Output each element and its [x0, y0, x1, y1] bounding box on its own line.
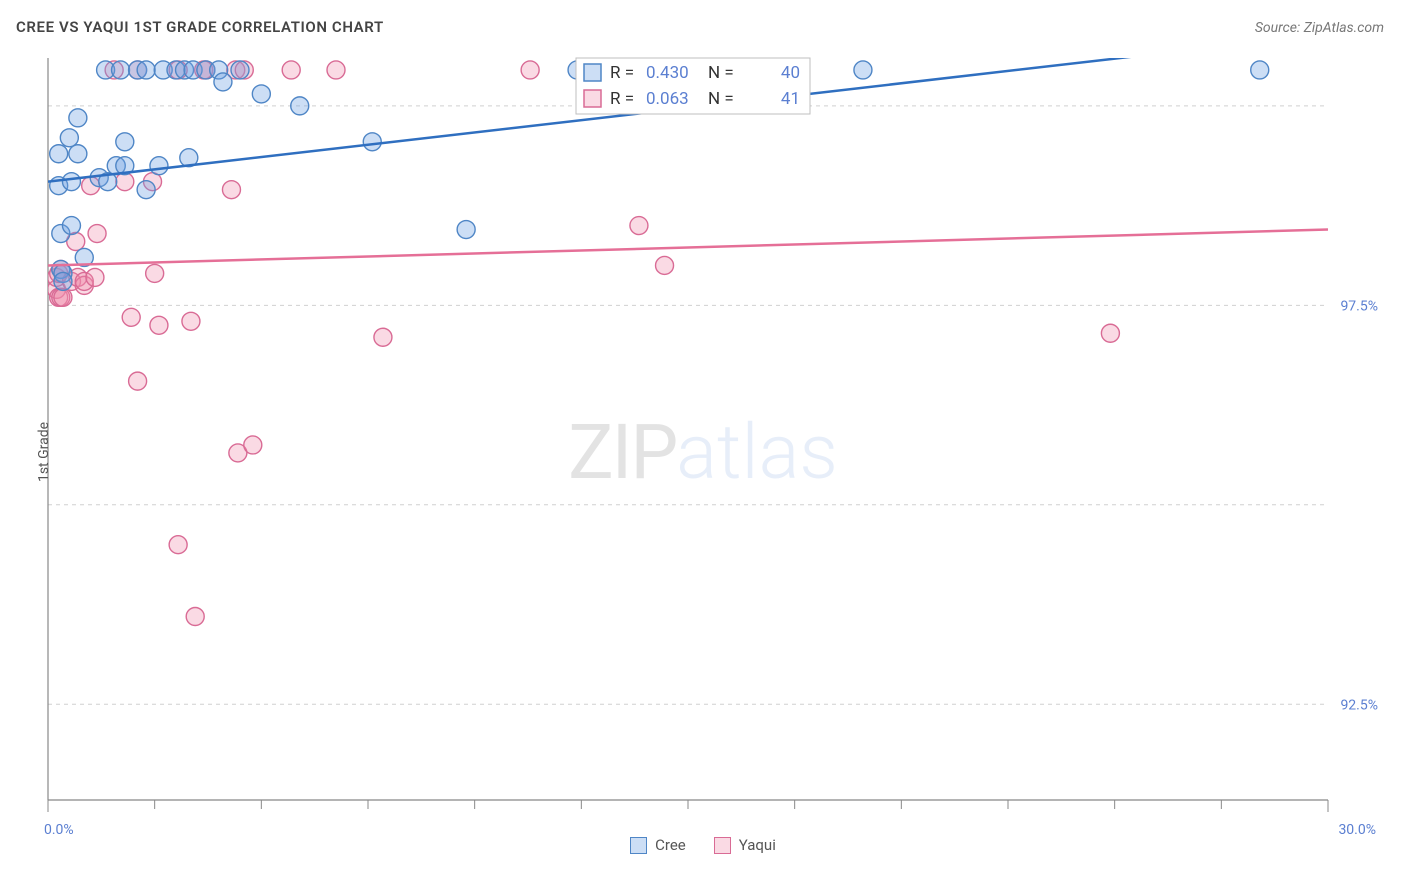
legend: Cree Yaqui [16, 836, 1390, 854]
svg-text:97.5%: 97.5% [1340, 298, 1378, 314]
legend-label: Cree [655, 836, 686, 854]
data-point [186, 607, 204, 625]
svg-text:0.430: 0.430 [646, 63, 689, 83]
data-point [69, 109, 87, 127]
svg-text:40: 40 [781, 63, 800, 83]
svg-text:92.5%: 92.5% [1340, 697, 1378, 713]
stats-swatch-cree [584, 64, 601, 81]
svg-text:41: 41 [781, 89, 800, 109]
data-point [182, 312, 200, 330]
data-point [854, 61, 872, 79]
data-point [112, 61, 130, 79]
data-point [521, 61, 539, 79]
svg-text:R =: R = [610, 89, 634, 109]
data-point [146, 264, 164, 282]
y-axis-label: 1st Grade [36, 422, 52, 482]
data-point [169, 536, 187, 554]
data-point [69, 145, 87, 163]
data-point [231, 61, 249, 79]
data-point [244, 436, 262, 454]
svg-text:0.063: 0.063 [646, 89, 689, 109]
data-point [150, 157, 168, 175]
data-point [374, 328, 392, 346]
legend-swatch [714, 837, 731, 854]
stats-swatch-yaqui [584, 90, 601, 107]
data-point [137, 61, 155, 79]
data-point [116, 133, 134, 151]
data-point [150, 316, 168, 334]
data-point [88, 225, 106, 243]
data-point [1251, 61, 1269, 79]
data-point [457, 221, 475, 239]
data-point [50, 145, 68, 163]
svg-text:N =: N = [708, 89, 734, 109]
data-point [252, 85, 270, 103]
data-point [222, 181, 240, 199]
legend-item-cree: Cree [630, 836, 686, 854]
correlation-scatter-chart: 92.5%97.5%0.0%30.0%R =0.430N =40R =0.063… [16, 48, 1390, 856]
data-point [60, 129, 78, 147]
data-point [282, 61, 300, 79]
chart-source: Source: ZipAtlas.com [1255, 20, 1384, 36]
svg-text:R =: R = [610, 63, 634, 83]
data-point [62, 217, 80, 235]
legend-swatch [630, 837, 647, 854]
data-point [137, 181, 155, 199]
chart-title: CREE VS YAQUI 1ST GRADE CORRELATION CHAR… [16, 18, 384, 36]
data-point [327, 61, 345, 79]
chart-header: CREE VS YAQUI 1ST GRADE CORRELATION CHAR… [0, 0, 1406, 48]
data-point [129, 372, 147, 390]
data-point [1101, 324, 1119, 342]
data-point [291, 97, 309, 115]
data-point [62, 173, 80, 191]
data-point [122, 308, 140, 326]
trendline-yaqui [48, 230, 1328, 266]
data-point [630, 217, 648, 235]
svg-text:N =: N = [708, 63, 734, 83]
series-yaqui [48, 61, 1120, 626]
legend-item-yaqui: Yaqui [714, 836, 776, 854]
chart-container: 1st Grade 92.5%97.5%0.0%30.0%R =0.430N =… [16, 48, 1390, 856]
data-point [86, 268, 104, 286]
data-point [363, 133, 381, 151]
data-point [656, 256, 674, 274]
data-point [214, 73, 232, 91]
data-point [54, 272, 72, 290]
legend-label: Yaqui [739, 836, 776, 854]
